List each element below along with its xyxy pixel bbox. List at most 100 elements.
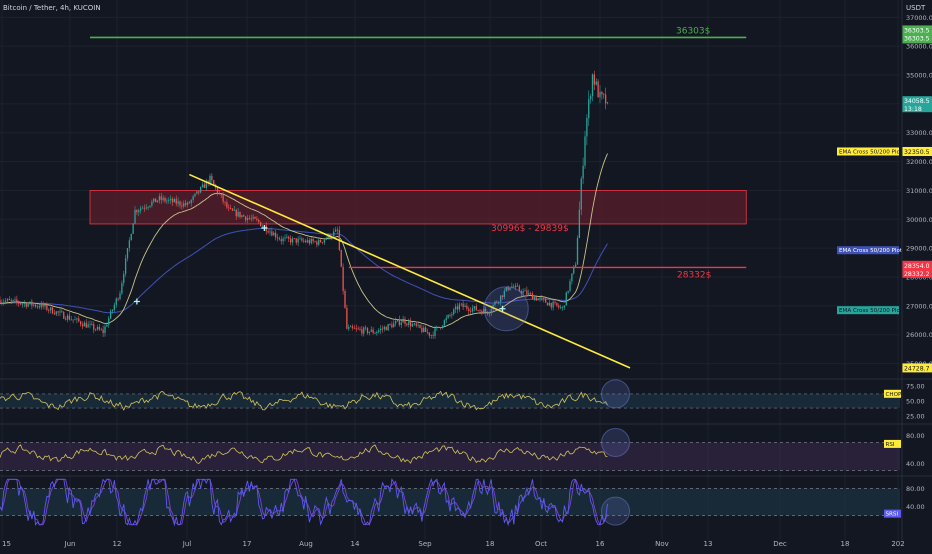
ema-price-tag: 32350.5 [902, 146, 932, 156]
candle-body [314, 241, 316, 243]
candle-body [59, 311, 61, 313]
candle-body [213, 180, 215, 185]
candle-body [42, 303, 44, 307]
candle-body [233, 209, 236, 211]
candle-body [449, 314, 451, 316]
y-tick-label: 37000.0 [906, 14, 932, 22]
candle-body [396, 319, 399, 322]
y-tick-label: 36000.0 [906, 43, 932, 51]
candle-body [57, 311, 59, 313]
candle-body [246, 218, 249, 221]
pane-title-tag[interactable]: CHOP [884, 389, 902, 398]
candle-body [278, 238, 281, 240]
candle-body [158, 196, 161, 201]
pane-title-tag[interactable]: RSI [884, 439, 901, 448]
x-tick-label: 13 [704, 540, 713, 548]
ema-legend-blue[interactable]: EMA Cross 50/200 Plot [837, 246, 903, 255]
candle-body [432, 335, 434, 336]
candle-body [81, 324, 84, 327]
candle-body [33, 304, 35, 306]
candle-body [327, 234, 329, 239]
pane-title-tag-bg [884, 509, 901, 518]
x-tick-label: 18 [841, 540, 850, 548]
candle-body [528, 292, 530, 295]
candle-body [499, 295, 502, 302]
candle-body [177, 201, 179, 204]
candle-body [128, 240, 131, 248]
candle-body [27, 303, 29, 307]
candle-body [361, 329, 363, 334]
candle-body [346, 307, 348, 329]
x-tick-label: Dec [773, 540, 787, 548]
candle-body [121, 283, 123, 294]
candle-body [250, 218, 252, 220]
y-tick-label: 31000.0 [906, 187, 932, 195]
candle-body [541, 297, 543, 299]
pane-title-tag-bg [884, 389, 901, 398]
candle-body [334, 229, 337, 232]
y-tick-label: 29000.0 [906, 245, 932, 253]
candle-body [154, 198, 157, 203]
candle-body [340, 249, 342, 267]
candle-body [190, 199, 192, 204]
candle-body [10, 300, 12, 301]
candle-body [184, 203, 187, 205]
candle-body [453, 309, 455, 315]
ema-legend-teal[interactable]: EMA Cross 50/200 Plot [837, 306, 903, 315]
candle-body [394, 321, 397, 324]
candle-body [363, 327, 365, 334]
candle-body [325, 238, 327, 240]
y-tick-label: 35000.0 [906, 72, 932, 80]
candle-body [70, 319, 72, 321]
candle-body [12, 299, 14, 301]
resistance-price-tag-text: 36303.5 [904, 27, 930, 34]
candle-body [490, 309, 492, 313]
candle-body [102, 329, 104, 334]
candle-body [603, 94, 605, 95]
candle-body [574, 264, 577, 267]
candle-body [49, 307, 52, 311]
candle-body [196, 191, 198, 194]
ema-legend-yellow[interactable]: EMA Cross 50/200 Plot [837, 147, 903, 156]
candle-body [241, 215, 243, 217]
candle-body [228, 207, 230, 209]
pane-title-tag[interactable]: SRSI [884, 509, 901, 518]
candle-body [364, 327, 367, 329]
candle-body [252, 216, 254, 219]
candle-body [316, 241, 318, 245]
candle-body [31, 301, 33, 306]
x-tick-label: Oct [535, 540, 547, 548]
x-tick-label: 202 [891, 540, 904, 548]
candle-body [443, 320, 446, 326]
x-tick-label: 12 [113, 540, 122, 548]
candle-body [484, 308, 487, 312]
candle-body [498, 301, 500, 303]
y-tick-label: 33000.0 [906, 129, 932, 137]
candle-body [239, 211, 241, 217]
pane-title: RSI [886, 442, 895, 448]
candle-body [175, 199, 177, 204]
candle-body [14, 299, 16, 301]
candle-body [586, 118, 588, 137]
srsi-k-line [0, 477, 608, 527]
candle-body [559, 307, 562, 309]
candle-body [595, 81, 597, 85]
support-price-tag-text: 28332.2 [904, 271, 930, 278]
candle-body [529, 292, 532, 294]
candle-body [456, 306, 459, 310]
candle-body [565, 292, 567, 306]
candle-body [124, 258, 127, 275]
ema-price-tag-bg [902, 146, 932, 156]
candle-body [139, 208, 142, 211]
candle-body [280, 239, 282, 242]
candle-body [471, 308, 474, 312]
candle-body [136, 209, 138, 213]
candle-body [220, 193, 222, 196]
candle-body [518, 286, 521, 291]
candle-body [601, 91, 603, 95]
candle-body [25, 303, 27, 307]
candle-body [164, 197, 166, 202]
candle-body [98, 326, 101, 330]
candle-body [199, 187, 202, 193]
